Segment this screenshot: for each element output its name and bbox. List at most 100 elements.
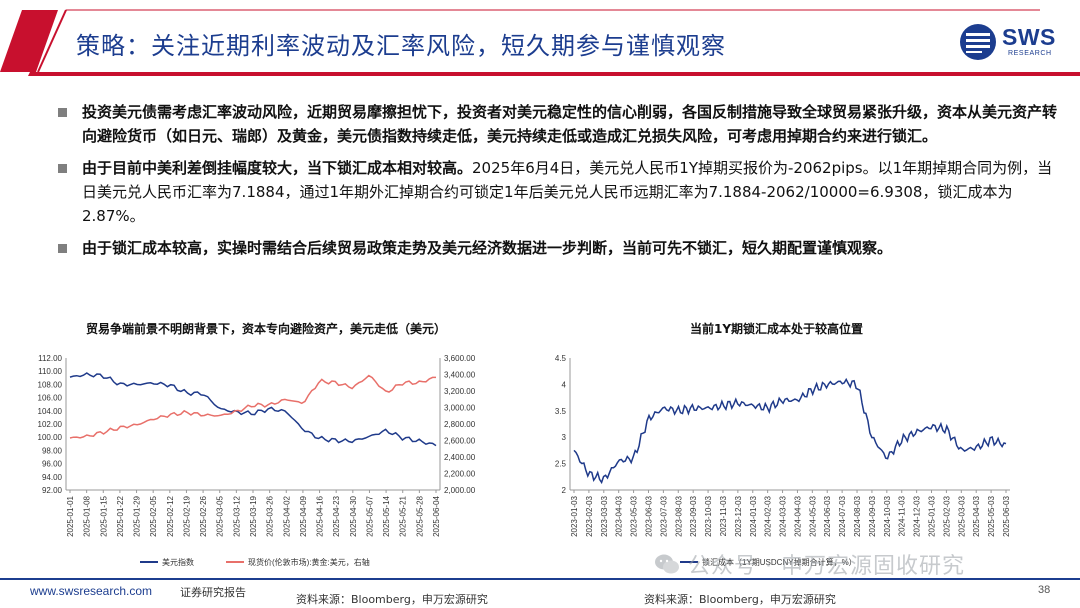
- x-tick-label: 2024-05-03: [808, 495, 817, 536]
- x-tick-label: 2025-01-29: [133, 495, 142, 536]
- y-right-tick: 2,800.00: [444, 420, 476, 429]
- x-tick-label: 2025-03-12: [232, 495, 241, 536]
- x-tick-label: 2023-01-03: [570, 495, 579, 536]
- x-tick-label: 2025-02-26: [199, 495, 208, 536]
- series-line-0: [573, 377, 1007, 485]
- x-tick-label: 2025-04-30: [349, 495, 358, 536]
- x-tick-label: 2025-01-15: [99, 495, 108, 536]
- y-tick: 4: [562, 380, 567, 389]
- x-tick-label: 2025-01-22: [116, 495, 125, 536]
- bullet-text: 2025年6月4日，美元兑人民币1Y掉期买报价为-2062pips。以1年期掉期…: [82, 159, 1053, 225]
- x-tick-label: 2023-12-03: [734, 495, 743, 536]
- y-right-tick: 2,600.00: [444, 437, 476, 446]
- x-tick-label: 2025-04-16: [316, 495, 325, 536]
- bullet-item: 由于锁汇成本较高，实操时需结合后续贸易政策走势及美元经济数据进一步判断，当前可先…: [58, 236, 1058, 260]
- page-number: 38: [1038, 584, 1051, 596]
- bullet-bold-text: 由于锁汇成本较高，实操时需结合后续贸易政策走势及美元经济数据进一步判断，当前可先…: [82, 239, 893, 257]
- y-right-tick: 2,200.00: [444, 470, 476, 479]
- y-right-tick: 3,000.00: [444, 404, 476, 413]
- bullet-bold-text: 由于目前中美利差倒挂幅度较大，当下锁汇成本相对较高。: [82, 159, 473, 177]
- y-right-tick: 2,000.00: [444, 486, 476, 495]
- x-tick-label: 2023-11-03: [719, 495, 728, 536]
- x-tick-label: 2025-05-28: [415, 495, 424, 536]
- x-tick-label: 2023-04-03: [615, 495, 624, 536]
- x-tick-label: 2025-05-07: [365, 495, 374, 536]
- x-tick-label: 2025-01-03: [928, 495, 937, 536]
- y-left-tick: 108.00: [38, 380, 63, 389]
- x-tick-label: 2023-10-03: [704, 495, 713, 536]
- y-left-tick: 100.00: [38, 433, 63, 442]
- bullet-square-icon: [58, 164, 67, 173]
- x-tick-label: 2025-02-05: [149, 495, 158, 536]
- wechat-icon: [655, 554, 679, 574]
- logo-icon: [960, 24, 996, 60]
- y-left-tick: 92.00: [42, 486, 63, 495]
- x-tick-label: 2025-02-12: [166, 495, 175, 536]
- x-tick-label: 2023-06-03: [644, 495, 653, 536]
- usd-gold-chart: 112.00 110.00 108.00 106.00 104.00 102.00 100.…: [38, 354, 476, 567]
- chart1-title: 贸易争端前景不明朗背景下，资本专向避险资产，美元走低（美元）: [86, 322, 447, 336]
- footer-report-label: 证券研究报告: [180, 586, 246, 599]
- x-tick-label: 2025-06-03: [1002, 495, 1011, 536]
- x-tick-label: 2025-04-03: [972, 495, 981, 536]
- y-left-tick: 110.00: [38, 367, 62, 376]
- x-tick-label: 2024-11-03: [898, 495, 907, 536]
- slide-header: 策略：关注近期利率波动及汇率风险，短久期参与谨慎观察 SWS RESEARCH: [0, 0, 1080, 80]
- bullet-item: 由于目前中美利差倒挂幅度较大，当下锁汇成本相对较高。2025年6月4日，美元兑人…: [58, 156, 1058, 228]
- bullet-square-icon: [58, 108, 67, 117]
- legend-label-0: 美元指数: [162, 557, 194, 567]
- x-tick-label: 2024-12-03: [913, 495, 922, 536]
- bullet-square-icon: [58, 244, 67, 253]
- x-tick-label: 2023-07-03: [659, 495, 668, 536]
- x-tick-label: 2024-03-03: [779, 495, 788, 536]
- x-tick-label: 2024-08-03: [853, 495, 862, 536]
- y-left-tick: 112.00: [38, 354, 62, 363]
- y-left-tick: 98.00: [42, 446, 63, 455]
- x-tick-label: 2025-02-03: [942, 495, 951, 536]
- x-tick-label: 2025-04-09: [299, 495, 308, 536]
- x-tick-label: 2024-09-03: [868, 495, 877, 536]
- y-tick: 4.5: [555, 354, 567, 363]
- chart2-source: 资料来源：Bloomberg，申万宏源研究: [644, 593, 836, 606]
- x-tick-label: 2025-05-03: [987, 495, 996, 536]
- bullet-list: 投资美元债需考虑汇率波动风险，近期贸易摩擦担忧下，投资者对美元稳定性的信心削弱，…: [58, 100, 1058, 268]
- x-tick-label: 2024-02-03: [764, 495, 773, 536]
- x-tick-label: 2025-03-26: [266, 495, 275, 536]
- y-left-tick: 106.00: [38, 394, 63, 403]
- series-line-1: [69, 374, 436, 439]
- x-tick-label: 2024-06-03: [823, 495, 832, 536]
- x-tick-label: 2025-05-21: [399, 495, 408, 536]
- chart2-title: 当前1Y期锁汇成本处于较高位置: [690, 322, 864, 336]
- y-right-tick: 2,400.00: [444, 453, 476, 462]
- bullet-item: 投资美元债需考虑汇率波动风险，近期贸易摩擦担忧下，投资者对美元稳定性的信心削弱，…: [58, 100, 1058, 148]
- y-tick: 3.5: [555, 407, 567, 416]
- y-left-tick: 94.00: [42, 473, 63, 482]
- x-tick-label: 2024-07-03: [838, 495, 847, 536]
- watermark: 公众号 · 申万宏源固收研究: [654, 548, 965, 580]
- x-tick-label: 2023-05-03: [630, 495, 639, 536]
- x-tick-label: 2025-01-08: [83, 495, 92, 536]
- x-tick-label: 2023-09-03: [689, 495, 698, 536]
- footer-divider: [0, 578, 1080, 580]
- logo-sub: RESEARCH: [1008, 50, 1052, 57]
- x-tick-label: 2025-02-19: [182, 495, 191, 536]
- x-tick-label: 2024-04-03: [793, 495, 802, 536]
- x-tick-label: 2024-01-03: [749, 495, 758, 536]
- header-decoration: [0, 9, 1080, 76]
- page-title: 策略：关注近期利率波动及汇率风险，短久期参与谨慎观察: [76, 32, 726, 60]
- chart1-source: 资料来源：Bloomberg，申万宏源研究: [296, 593, 488, 606]
- x-tick-label: 2023-03-03: [600, 495, 609, 536]
- y-left-tick: 102.00: [38, 420, 63, 429]
- y-tick: 3: [562, 433, 567, 442]
- logo-name: SWS: [1002, 24, 1056, 50]
- y-tick: 2: [562, 486, 567, 495]
- x-tick-label: 2023-02-03: [585, 495, 594, 536]
- x-tick-label: 2025-04-23: [332, 495, 341, 536]
- legend-label-0: 锁汇成本（1Y期USDCNY掉期合计算，%）: [702, 557, 857, 567]
- x-tick-label: 2025-03-03: [957, 495, 966, 536]
- x-tick-label: 2025-03-19: [249, 495, 258, 536]
- footer-url[interactable]: www.swsresearch.com: [30, 584, 153, 598]
- y-right-tick: 3,200.00: [444, 387, 476, 396]
- x-tick-label: 2025-01-01: [66, 495, 75, 536]
